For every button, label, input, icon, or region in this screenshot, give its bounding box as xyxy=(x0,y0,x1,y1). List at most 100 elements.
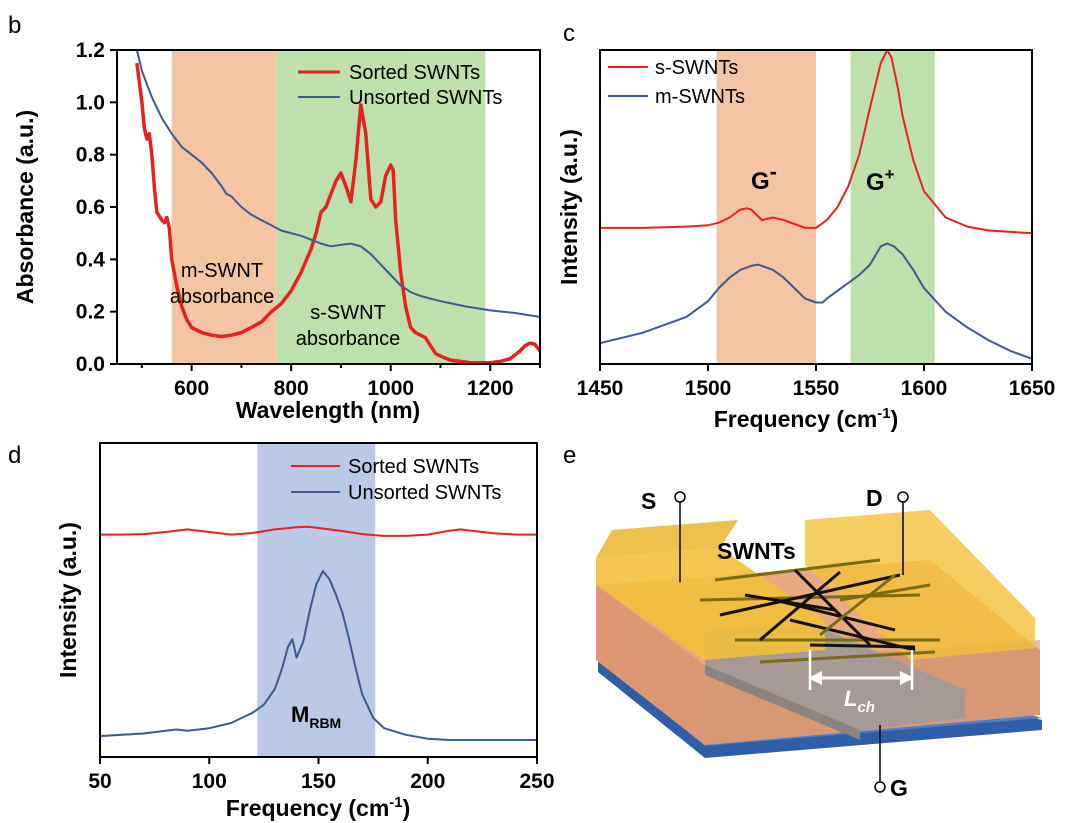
swnt-tube xyxy=(719,573,901,617)
panel-b-band-1 xyxy=(276,50,486,364)
panel-d-legend-unsorted: Unsorted SWNTs xyxy=(348,482,501,504)
panel-b-ytick-label: 0.0 xyxy=(76,353,105,376)
panel-c-legend-m: m-SWNTs xyxy=(655,86,745,108)
panel-b-ytick-label: 0.2 xyxy=(76,301,105,324)
dielectric-front-face xyxy=(596,585,705,745)
lch-label-main: L xyxy=(844,686,857,711)
swnt-network xyxy=(699,558,940,664)
panel-b-letter: b xyxy=(8,12,21,39)
panel-b-s-label-line2: absorbance xyxy=(296,328,401,350)
swnt-tube xyxy=(809,643,916,649)
panel-b-series-red xyxy=(135,62,540,364)
panel-b: b 600 800 1000 1200 0.0 0.2 0.4 0.6 0.8 1.0 1.2 W… xyxy=(8,12,541,423)
swnt-tube xyxy=(714,558,881,582)
panel-b-xtick-label: 1000 xyxy=(367,377,414,400)
lch-arrow-head-right xyxy=(900,671,914,685)
drain-label: D xyxy=(866,485,883,511)
swnt-tube xyxy=(759,570,841,642)
lch-arrow-head-left xyxy=(808,671,822,685)
panel-c-xlabel-sup: -1 xyxy=(877,405,890,422)
panel-b-ytick-label: 1.2 xyxy=(76,39,105,62)
panel-b-m-label-line2: absorbance xyxy=(170,286,275,308)
panel-d-ylabel: Intensity (a.u.) xyxy=(55,522,81,678)
panel-b-legend: Sorted SWNTs Unsorted SWNTs xyxy=(298,62,502,109)
panel-d-xlabel-close: ) xyxy=(403,795,411,821)
panel-d-xtick-label: 250 xyxy=(519,770,554,793)
swnt-tube xyxy=(819,573,896,637)
panel-c-series-red xyxy=(600,50,1032,235)
channel-front-edge xyxy=(705,665,860,740)
gate-label: G xyxy=(890,775,908,801)
swnts-label: SWNTs xyxy=(717,538,796,564)
panel-e-letter: e xyxy=(563,442,576,469)
panel-c-series-blue xyxy=(600,242,1032,360)
panel-b-band-0 xyxy=(171,50,277,364)
panel-c-xtick-label: 1650 xyxy=(1009,377,1056,400)
drain-electrode xyxy=(805,510,1035,660)
panel-c-xtick-label: 1500 xyxy=(685,377,732,400)
panel-b-ytick-label: 0.8 xyxy=(76,144,106,167)
panel-d-legend: Sorted SWNTs Unsorted SWNTs xyxy=(291,456,501,504)
panel-d-xtick-label: 150 xyxy=(301,770,336,793)
panel-c-band-0 xyxy=(716,50,816,364)
panel-b-xtick-label: 600 xyxy=(174,377,209,400)
panel-d-rbm-label: MRBM xyxy=(291,702,341,731)
panel-d-letter: d xyxy=(8,442,21,469)
panel-c-gminus-label: G- xyxy=(751,159,777,195)
panel-b-ytick-label: 0.6 xyxy=(76,196,105,219)
swnt-tube xyxy=(839,583,931,602)
panel-c-ylabel: Intensity (a.u.) xyxy=(556,129,582,285)
panel-b-ytick-label: 0.4 xyxy=(76,248,106,271)
panel-b-legend-unsorted: Unsorted SWNTs xyxy=(349,87,502,109)
panel-b-xtick-label: 800 xyxy=(274,377,309,400)
panel-b-series-blue xyxy=(135,50,540,318)
panel-d-xtick-label: 50 xyxy=(88,770,111,793)
panel-c-xlabel-main: Frequency (cm xyxy=(714,406,878,432)
panel-c-gplus-sup: + xyxy=(885,165,895,184)
panel-c-band-1 xyxy=(850,50,935,364)
panel-e: e xyxy=(563,442,1042,801)
panel-c-xtick-label: 1550 xyxy=(793,377,840,400)
source-probe-tip xyxy=(674,491,686,503)
swnt-tube xyxy=(759,650,936,664)
panel-d-series-red xyxy=(100,525,537,537)
drain-probe-tip xyxy=(897,491,909,503)
panel-d-legend-sorted: Sorted SWNTs xyxy=(348,456,479,478)
source-electrode-top xyxy=(596,520,738,558)
panel-c-letter: c xyxy=(563,20,575,47)
swnt-tube xyxy=(774,598,896,632)
gate-probe-tip xyxy=(874,781,886,793)
panel-c-legend: s-SWNTs m-SWNTs xyxy=(608,57,745,108)
panel-c-gplus-main: G xyxy=(866,169,885,196)
panel-d-rbm-sub: RBM xyxy=(309,715,341,731)
panel-b-legend-sorted: Sorted SWNTs xyxy=(349,62,480,84)
lch-label-sub: ch xyxy=(857,699,875,716)
panel-d-xlabel: Frequency (cm-1) xyxy=(226,794,411,821)
panel-d-xtick-label: 100 xyxy=(192,770,227,793)
panel-c-xtick-label: 1600 xyxy=(901,377,948,400)
source-label: S xyxy=(641,488,656,514)
panel-d-xtick-label: 200 xyxy=(410,770,445,793)
panel-d-xlabel-sup: -1 xyxy=(389,794,402,811)
panel-d-series-blue xyxy=(100,570,537,741)
panel-d-xlabel-main: Frequency (cm xyxy=(226,795,390,821)
swnt-tube xyxy=(793,568,872,647)
panel-d: d 50 100 150 200 250 Frequency (cm-1) Intens… xyxy=(8,442,555,821)
panel-d-band-0 xyxy=(257,443,376,757)
panel-b-xtick-label: 1200 xyxy=(467,377,514,400)
panel-c-xtick-label: 1450 xyxy=(577,377,624,400)
panel-b-s-label-line1: s-SWNT xyxy=(310,302,386,324)
panel-d-rbm-main: M xyxy=(291,702,309,727)
panel-c-xlabel-close: ) xyxy=(891,406,899,432)
panel-b-ytick-label: 1.0 xyxy=(76,91,105,114)
panel-c-legend-s: s-SWNTs xyxy=(655,57,738,79)
panel-b-m-label-line1: m-SWNT xyxy=(181,260,263,282)
panel-b-ylabel: Absorbance (a.u.) xyxy=(12,110,38,304)
panel-c-gminus-main: G xyxy=(751,168,770,195)
swnt-tube xyxy=(789,618,916,652)
lch-label: Lch xyxy=(844,686,875,716)
panel-c-gplus-label: G+ xyxy=(866,165,895,196)
panel-c: c 1450 1500 1550 1600 1650 Frequency (cm-1) … xyxy=(556,20,1055,432)
panel-c-gminus-sup: - xyxy=(770,159,777,184)
